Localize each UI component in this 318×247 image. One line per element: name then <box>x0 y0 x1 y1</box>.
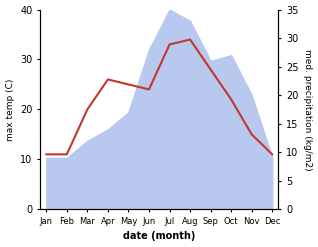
Y-axis label: max temp (C): max temp (C) <box>5 78 15 141</box>
X-axis label: date (month): date (month) <box>123 231 196 242</box>
Y-axis label: med. precipitation (kg/m2): med. precipitation (kg/m2) <box>303 49 313 170</box>
